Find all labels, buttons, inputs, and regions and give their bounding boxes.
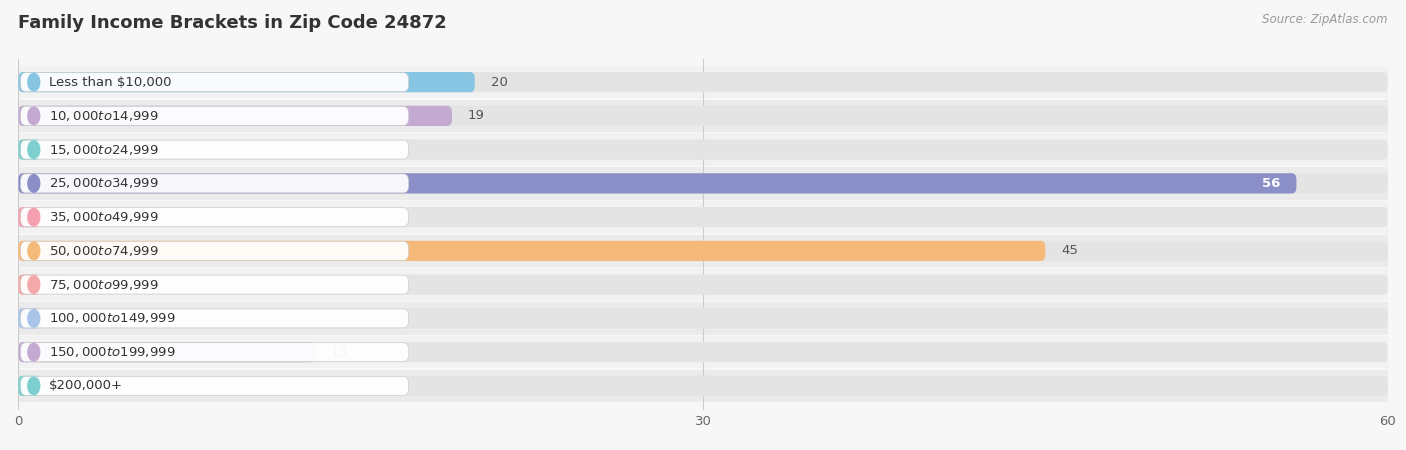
Text: $150,000 to $199,999: $150,000 to $199,999 bbox=[49, 345, 176, 359]
Text: $15,000 to $24,999: $15,000 to $24,999 bbox=[49, 143, 159, 157]
Circle shape bbox=[28, 107, 39, 125]
FancyBboxPatch shape bbox=[18, 274, 41, 295]
FancyBboxPatch shape bbox=[18, 106, 1388, 126]
Circle shape bbox=[28, 377, 39, 395]
Text: $25,000 to $34,999: $25,000 to $34,999 bbox=[49, 176, 159, 190]
Text: $10,000 to $14,999: $10,000 to $14,999 bbox=[49, 109, 159, 123]
FancyBboxPatch shape bbox=[21, 241, 409, 260]
FancyBboxPatch shape bbox=[18, 140, 1388, 160]
FancyBboxPatch shape bbox=[18, 140, 41, 160]
Text: $50,000 to $74,999: $50,000 to $74,999 bbox=[49, 244, 159, 258]
Text: 56: 56 bbox=[1263, 177, 1281, 190]
Circle shape bbox=[28, 276, 39, 293]
FancyBboxPatch shape bbox=[18, 72, 1388, 92]
FancyBboxPatch shape bbox=[21, 174, 409, 193]
FancyBboxPatch shape bbox=[18, 173, 1296, 194]
FancyBboxPatch shape bbox=[21, 343, 409, 362]
Text: $100,000 to $149,999: $100,000 to $149,999 bbox=[49, 311, 176, 325]
FancyBboxPatch shape bbox=[21, 208, 409, 226]
Circle shape bbox=[28, 343, 39, 361]
Text: 20: 20 bbox=[491, 76, 508, 89]
FancyBboxPatch shape bbox=[18, 370, 1388, 402]
FancyBboxPatch shape bbox=[21, 106, 409, 125]
Circle shape bbox=[28, 242, 39, 260]
Circle shape bbox=[28, 310, 39, 327]
FancyBboxPatch shape bbox=[18, 268, 1388, 301]
Text: 0: 0 bbox=[58, 312, 66, 325]
FancyBboxPatch shape bbox=[18, 133, 1388, 166]
FancyBboxPatch shape bbox=[18, 336, 1388, 368]
Text: 45: 45 bbox=[1062, 244, 1078, 257]
FancyBboxPatch shape bbox=[18, 342, 315, 362]
FancyBboxPatch shape bbox=[18, 207, 1388, 227]
FancyBboxPatch shape bbox=[21, 140, 409, 159]
FancyBboxPatch shape bbox=[18, 173, 1388, 194]
FancyBboxPatch shape bbox=[21, 376, 409, 396]
FancyBboxPatch shape bbox=[21, 309, 409, 328]
FancyBboxPatch shape bbox=[18, 234, 1388, 267]
Circle shape bbox=[28, 208, 39, 226]
Circle shape bbox=[28, 175, 39, 192]
FancyBboxPatch shape bbox=[21, 275, 409, 294]
FancyBboxPatch shape bbox=[18, 201, 1388, 233]
FancyBboxPatch shape bbox=[18, 308, 41, 328]
Text: Family Income Brackets in Zip Code 24872: Family Income Brackets in Zip Code 24872 bbox=[18, 14, 447, 32]
FancyBboxPatch shape bbox=[18, 106, 451, 126]
Text: Less than $10,000: Less than $10,000 bbox=[49, 76, 172, 89]
FancyBboxPatch shape bbox=[21, 72, 409, 91]
FancyBboxPatch shape bbox=[18, 376, 41, 396]
Text: 13: 13 bbox=[330, 346, 347, 359]
Text: 0: 0 bbox=[58, 278, 66, 291]
FancyBboxPatch shape bbox=[18, 207, 41, 227]
Circle shape bbox=[28, 73, 39, 91]
Text: Source: ZipAtlas.com: Source: ZipAtlas.com bbox=[1263, 14, 1388, 27]
FancyBboxPatch shape bbox=[18, 72, 475, 92]
FancyBboxPatch shape bbox=[18, 274, 1388, 295]
Text: 19: 19 bbox=[468, 109, 485, 122]
FancyBboxPatch shape bbox=[18, 167, 1388, 199]
Text: 0: 0 bbox=[58, 143, 66, 156]
FancyBboxPatch shape bbox=[18, 66, 1388, 98]
Text: $200,000+: $200,000+ bbox=[49, 379, 124, 392]
Text: $75,000 to $99,999: $75,000 to $99,999 bbox=[49, 278, 159, 292]
Text: 0: 0 bbox=[58, 379, 66, 392]
FancyBboxPatch shape bbox=[18, 376, 1388, 396]
Text: $35,000 to $49,999: $35,000 to $49,999 bbox=[49, 210, 159, 224]
FancyBboxPatch shape bbox=[18, 342, 1388, 362]
FancyBboxPatch shape bbox=[18, 241, 1046, 261]
FancyBboxPatch shape bbox=[18, 308, 1388, 328]
FancyBboxPatch shape bbox=[18, 99, 1388, 132]
FancyBboxPatch shape bbox=[18, 302, 1388, 335]
Text: 0: 0 bbox=[58, 211, 66, 224]
FancyBboxPatch shape bbox=[18, 241, 1388, 261]
Circle shape bbox=[28, 141, 39, 158]
